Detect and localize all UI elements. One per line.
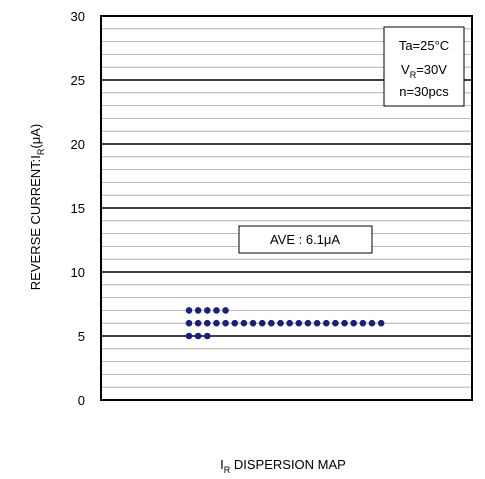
data-point (185, 307, 193, 314)
data-point (268, 319, 275, 327)
data-point (295, 319, 303, 327)
data-point (313, 319, 321, 327)
data-point (277, 319, 284, 327)
y-tick-label: 20 (71, 137, 85, 152)
data-point (377, 319, 385, 327)
data-point (322, 319, 330, 327)
data-point (194, 332, 202, 340)
conditions-legend: Ta=25°C VR=30V n=30pcs (383, 26, 465, 107)
data-point (359, 319, 367, 327)
y-tick-label: 5 (78, 329, 85, 344)
y-tick-label: 15 (71, 201, 85, 216)
data-point (240, 319, 248, 327)
data-point (368, 319, 376, 327)
data-point (194, 307, 202, 314)
data-point (341, 319, 348, 327)
data-point (204, 319, 211, 327)
data-point (222, 307, 229, 314)
condition-sample-count: n=30pcs (399, 84, 449, 99)
data-point (204, 307, 211, 314)
y-tick-label: 0 (78, 393, 85, 408)
data-point (249, 319, 257, 327)
data-point (204, 332, 211, 340)
data-point (185, 332, 193, 340)
condition-temperature: Ta=25°C (399, 38, 449, 53)
data-point (286, 319, 293, 327)
data-point (194, 319, 202, 327)
x-axis-label: IR DISPERSION MAP (220, 457, 346, 475)
data-point (231, 319, 239, 327)
data-point (332, 319, 339, 327)
average-label: AVE : 6.1μA (270, 232, 340, 247)
y-tick-label: 25 (71, 73, 85, 88)
average-annotation: AVE : 6.1μA (238, 225, 373, 254)
y-axis-label: REVERSE CURRENT:IR(μA) (28, 124, 46, 290)
data-point (213, 307, 220, 314)
data-point (213, 319, 220, 327)
y-tick-label: 10 (71, 265, 85, 280)
y-tick-labels: 0 5 10 15 20 25 30 (71, 9, 85, 408)
data-point (222, 319, 229, 327)
data-point (350, 319, 358, 327)
data-point (185, 319, 193, 327)
condition-voltage: VR=30V (401, 62, 447, 80)
y-tick-label: 30 (71, 9, 85, 24)
data-point (258, 319, 266, 327)
data-point (304, 319, 312, 327)
data-points (185, 307, 385, 340)
plot-area-frame (100, 15, 473, 401)
